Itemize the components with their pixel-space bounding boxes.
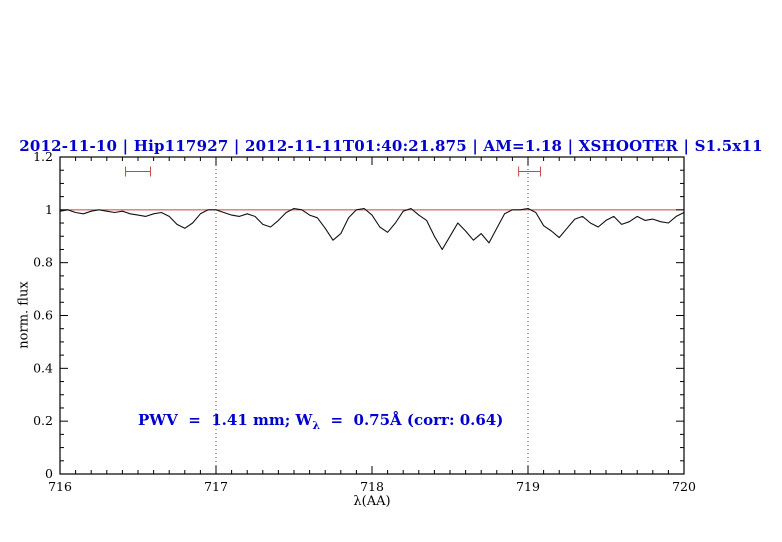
y-tick-label: 0.8 (33, 255, 53, 270)
x-axis-label: λ(AA) (353, 494, 391, 509)
x-tick-label: 718 (360, 479, 384, 494)
x-tick-label: 720 (672, 479, 696, 494)
pwv-annotation-subscript: λ (312, 419, 321, 432)
x-tick-label: 719 (516, 479, 540, 494)
pwv-annotation-suffix: = 0.75Å (corr: 0.64) (320, 411, 504, 429)
y-tick-label: 1 (45, 202, 53, 217)
y-tick-label: 0.6 (33, 308, 53, 323)
y-tick-label: 0 (45, 466, 53, 481)
pwv-annotation-prefix: PWV = 1.41 mm; W (138, 411, 313, 429)
pwv-annotation: PWV = 1.41 mm; Wλ = 0.75Å (corr: 0.64) (138, 411, 503, 432)
y-axis-label: norm. flux (16, 281, 32, 349)
y-tick-label: 0.4 (33, 360, 53, 375)
y-tick-label: 0.2 (33, 413, 53, 428)
x-tick-label: 716 (48, 479, 72, 494)
plot-title: 2012-11-10 | Hip117927 | 2012-11-11T01:4… (19, 137, 763, 155)
spectrum-line (59, 207, 685, 251)
y-tick-label: 1.2 (33, 149, 53, 164)
x-tick-label: 717 (204, 479, 228, 494)
